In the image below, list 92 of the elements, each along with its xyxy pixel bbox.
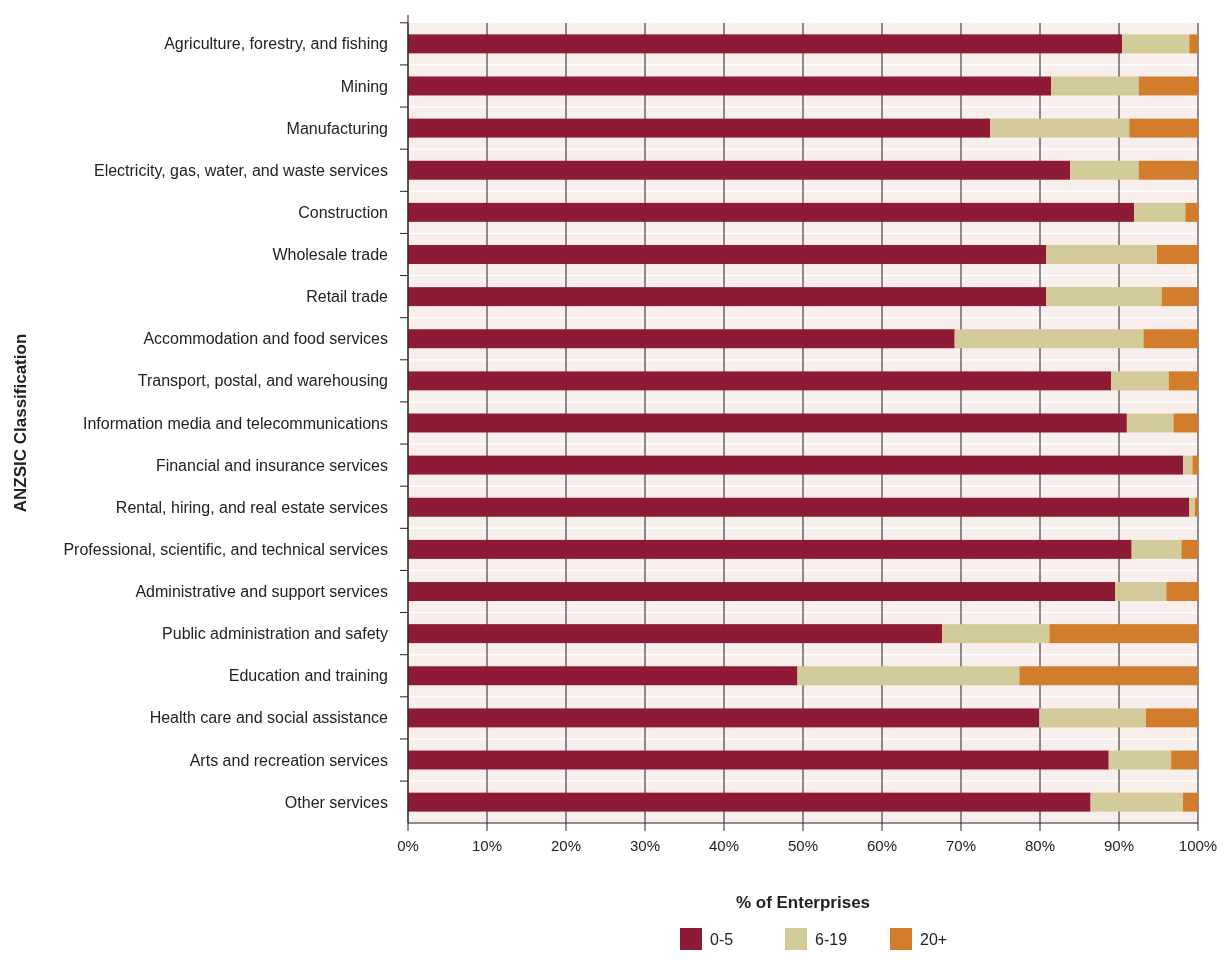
bar bbox=[1182, 455, 1193, 475]
x-tick-label: 100% bbox=[1178, 837, 1218, 854]
x-tick-label: 20% bbox=[550, 837, 582, 854]
y-tick-label: Rental, hiring, and real estate services bbox=[115, 498, 388, 516]
y-tick-label: Arts and recreation services bbox=[189, 751, 388, 769]
bar bbox=[1134, 202, 1186, 222]
bar bbox=[797, 666, 1020, 686]
bar bbox=[408, 76, 1052, 96]
y-tick-label: Electricity, gas, water, and waste services bbox=[93, 161, 388, 179]
y-tick-label: Manufacturing bbox=[286, 119, 388, 137]
y-tick-label: Education and training bbox=[228, 667, 388, 685]
bar bbox=[408, 329, 955, 349]
y-tick-label: Retail trade bbox=[306, 288, 389, 306]
y-tick-label: Professional, scientific, and technical services bbox=[63, 540, 388, 558]
bar bbox=[1019, 666, 1198, 686]
bar bbox=[1143, 329, 1198, 349]
x-axis-title: % of Enterprises bbox=[735, 893, 871, 912]
bar bbox=[1168, 371, 1198, 391]
bar bbox=[408, 34, 1123, 54]
legend-label: 6-19 bbox=[815, 931, 848, 948]
x-tick-label: 50% bbox=[787, 837, 819, 854]
bar bbox=[408, 118, 991, 138]
bar bbox=[1189, 497, 1195, 517]
bar bbox=[1138, 160, 1198, 180]
y-tick-label: Administrative and support services bbox=[135, 583, 388, 601]
bar bbox=[1090, 792, 1183, 812]
bar bbox=[1115, 582, 1167, 601]
bar bbox=[1171, 750, 1198, 770]
bar bbox=[1182, 792, 1198, 812]
y-tick-label: Construction bbox=[298, 203, 388, 221]
bar bbox=[1070, 160, 1139, 180]
bar bbox=[408, 455, 1183, 475]
bar bbox=[990, 118, 1130, 138]
x-tick-label: 40% bbox=[708, 837, 740, 854]
y-tick-label: Mining bbox=[340, 77, 388, 95]
bar bbox=[1046, 245, 1157, 264]
y-axis-title: ANZSIC Classification bbox=[11, 333, 30, 513]
bar bbox=[1145, 708, 1198, 728]
bar bbox=[1181, 539, 1198, 559]
bar bbox=[1051, 76, 1139, 96]
bar bbox=[408, 160, 1071, 180]
bar bbox=[1161, 287, 1198, 307]
y-tick-label: Accommodation and food services bbox=[143, 330, 388, 348]
bar bbox=[1156, 245, 1198, 264]
bar bbox=[1049, 624, 1198, 644]
bar bbox=[408, 539, 1132, 559]
bar bbox=[408, 245, 1047, 264]
bar bbox=[408, 624, 943, 644]
bar bbox=[408, 582, 1116, 601]
bar bbox=[408, 287, 1047, 307]
y-tick-label: Public administration and safety bbox=[162, 625, 388, 643]
y-tick-label: Other services bbox=[284, 793, 388, 811]
bar bbox=[1111, 371, 1169, 391]
x-tick-label: 30% bbox=[629, 837, 661, 854]
x-tick-label: 70% bbox=[945, 837, 977, 854]
bar bbox=[954, 329, 1144, 349]
bar bbox=[1138, 76, 1198, 96]
y-tick-label: Agriculture, forestry, and fishing bbox=[164, 35, 388, 53]
x-tick-label: 90% bbox=[1103, 837, 1135, 854]
x-tick-label: 10% bbox=[471, 837, 503, 854]
bar bbox=[1192, 455, 1198, 475]
bar bbox=[1122, 34, 1190, 54]
bar bbox=[408, 750, 1109, 770]
y-tick-label: Transport, postal, and warehousing bbox=[137, 372, 388, 390]
bar bbox=[1131, 539, 1182, 559]
bar bbox=[1173, 413, 1198, 433]
bar bbox=[1129, 118, 1198, 138]
bar bbox=[1039, 708, 1146, 728]
y-tick-label: Wholesale trade bbox=[272, 246, 389, 264]
y-tick-label: Health care and social assistance bbox=[149, 709, 389, 727]
bar bbox=[408, 497, 1190, 517]
bar bbox=[1108, 750, 1172, 770]
y-tick-label: Information media and telecommunications bbox=[82, 414, 388, 432]
x-tick-label: 60% bbox=[866, 837, 898, 854]
bar bbox=[408, 371, 1112, 391]
x-tick-label: 80% bbox=[1024, 837, 1056, 854]
bar bbox=[1185, 202, 1198, 222]
legend-label: 20+ bbox=[920, 931, 948, 948]
bar bbox=[408, 666, 798, 686]
bar bbox=[408, 202, 1135, 222]
bar bbox=[1194, 497, 1198, 517]
y-tick-label: Financial and insurance services bbox=[155, 456, 388, 474]
bar bbox=[1189, 34, 1198, 54]
bar bbox=[942, 624, 1050, 644]
bar bbox=[1166, 582, 1198, 601]
x-tick-label: 0% bbox=[397, 837, 419, 854]
bar bbox=[1046, 287, 1162, 307]
legend-label: 0-5 bbox=[710, 931, 734, 948]
bar bbox=[408, 708, 1040, 728]
bar bbox=[1126, 413, 1174, 433]
bar bbox=[408, 413, 1127, 433]
bar bbox=[408, 792, 1091, 812]
